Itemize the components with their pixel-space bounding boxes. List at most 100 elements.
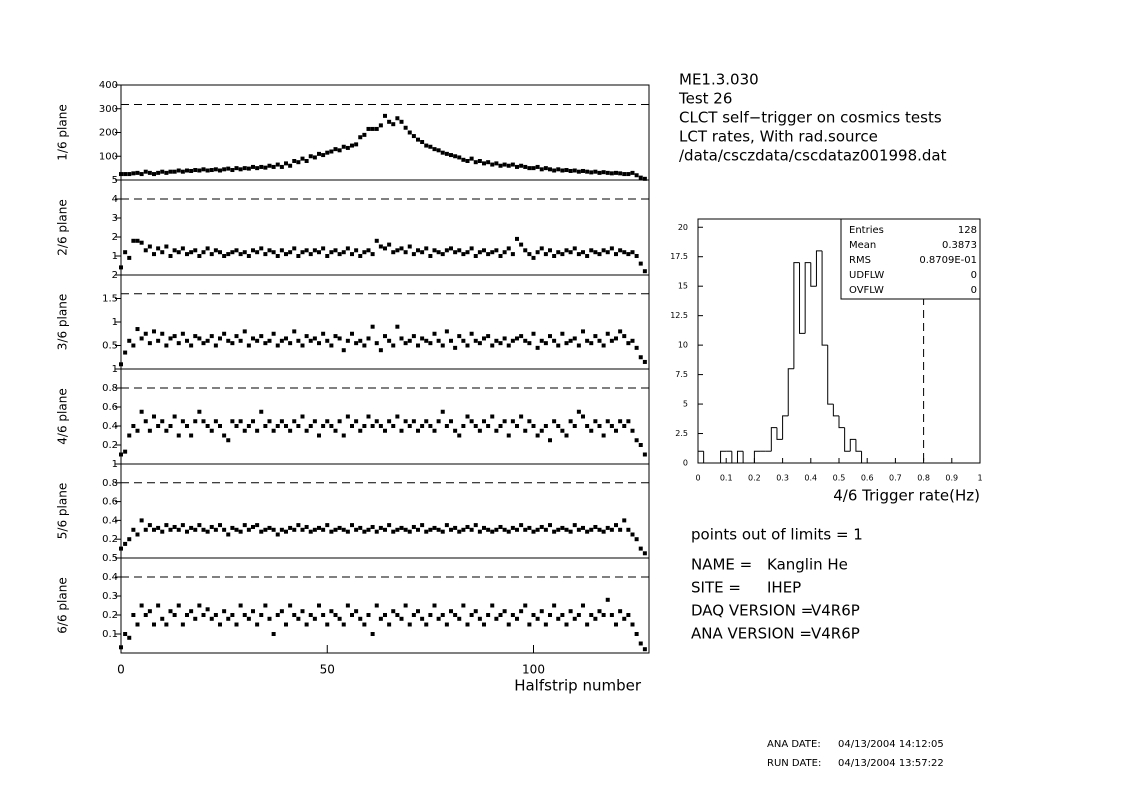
point (552, 419, 557, 424)
point (399, 119, 404, 124)
point (601, 170, 606, 175)
point (271, 164, 276, 169)
point (506, 246, 511, 251)
point (284, 336, 288, 341)
point (416, 137, 420, 142)
point (399, 246, 404, 251)
point (585, 254, 590, 258)
point (296, 338, 301, 343)
point (498, 524, 503, 529)
point (378, 424, 383, 428)
point (383, 527, 387, 532)
point (453, 345, 458, 350)
point (374, 419, 379, 424)
point (197, 336, 202, 341)
stat-value: 128 (958, 225, 977, 236)
point (531, 255, 536, 260)
point (383, 334, 387, 339)
x-tick-label: 1 (977, 474, 982, 483)
point (482, 622, 486, 627)
point (490, 250, 495, 255)
point (350, 143, 354, 148)
point (242, 329, 247, 334)
point (123, 541, 128, 546)
point (189, 609, 194, 614)
point (350, 331, 354, 336)
point (246, 527, 251, 532)
point (572, 246, 577, 251)
point (123, 172, 128, 177)
point (366, 248, 371, 253)
y-tick-label: 15 (678, 282, 688, 291)
point (527, 341, 532, 346)
point (387, 119, 392, 124)
point (473, 609, 478, 614)
point (411, 613, 416, 617)
point (515, 336, 519, 341)
point (354, 248, 359, 253)
point (416, 428, 420, 433)
point (523, 164, 528, 169)
point (218, 250, 222, 255)
point (428, 527, 433, 532)
point (465, 250, 470, 255)
field-label: ANA VERSION = (691, 625, 812, 643)
point (197, 523, 202, 528)
point (506, 163, 511, 168)
date-value: 04/13/2004 13:57:22 (838, 758, 944, 769)
point (275, 532, 280, 537)
point (152, 622, 156, 627)
point (168, 254, 173, 258)
point (337, 525, 342, 530)
point (143, 331, 148, 336)
point (601, 433, 606, 438)
point (411, 334, 416, 339)
point (197, 168, 202, 173)
point (213, 613, 218, 617)
point (152, 329, 156, 334)
point (560, 252, 565, 257)
panel-frame (120, 84, 650, 181)
hist-bin (697, 450, 704, 463)
point (568, 529, 573, 534)
point (296, 616, 301, 621)
point (432, 331, 437, 336)
point (618, 329, 623, 334)
point (131, 424, 136, 428)
point (407, 622, 412, 627)
point (185, 338, 189, 343)
point (127, 635, 132, 640)
point (609, 246, 614, 251)
point (292, 527, 297, 532)
y-axis-label: 2/6 plane (56, 199, 70, 255)
stat-label: Entries (849, 225, 884, 236)
x-tick-label: 0 (117, 663, 125, 677)
hist-bin (753, 450, 761, 463)
point (345, 603, 350, 608)
point (300, 414, 305, 419)
point (469, 527, 474, 532)
x-tick-label: 0 (695, 474, 700, 483)
point (601, 613, 606, 617)
point (160, 250, 165, 255)
point (502, 336, 507, 341)
point (189, 343, 194, 348)
point (576, 527, 581, 532)
point (131, 527, 136, 532)
header-line: CLCT self−trigger on cosmics tests (679, 109, 942, 127)
point (374, 341, 379, 346)
point (502, 162, 507, 167)
point (185, 252, 189, 257)
point (329, 609, 334, 614)
point (383, 246, 387, 251)
point (494, 527, 499, 532)
y-tick-label: 1 (112, 459, 118, 470)
hist-bin (776, 427, 783, 440)
point (176, 603, 181, 608)
point (296, 254, 301, 258)
point (350, 613, 354, 617)
point (601, 343, 606, 348)
point (176, 341, 181, 346)
point (589, 170, 594, 175)
point (556, 343, 561, 348)
